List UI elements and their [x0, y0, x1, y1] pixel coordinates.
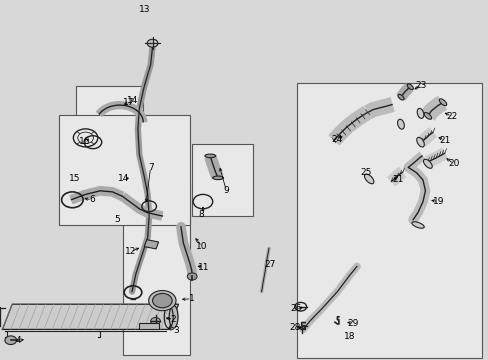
- Bar: [192, 144, 253, 216]
- Circle shape: [5, 336, 17, 345]
- Text: 10: 10: [196, 242, 207, 251]
- Text: 6: 6: [89, 195, 95, 204]
- Circle shape: [148, 291, 176, 311]
- Bar: [123, 182, 190, 355]
- Text: 7: 7: [147, 163, 153, 172]
- Text: 21: 21: [438, 136, 450, 145]
- Bar: [76, 86, 143, 173]
- Text: 25: 25: [359, 168, 371, 177]
- Text: 15: 15: [68, 174, 80, 183]
- Ellipse shape: [397, 119, 404, 129]
- Text: 12: 12: [124, 248, 136, 256]
- Text: 21: 21: [391, 175, 403, 184]
- Text: 16: 16: [79, 137, 90, 146]
- Ellipse shape: [204, 154, 215, 158]
- Ellipse shape: [212, 176, 223, 180]
- Circle shape: [150, 318, 160, 325]
- Ellipse shape: [423, 113, 431, 119]
- Text: 27: 27: [264, 260, 275, 269]
- Circle shape: [152, 293, 172, 308]
- Text: 29: 29: [346, 319, 358, 328]
- Text: 4: 4: [16, 336, 21, 345]
- Text: 23: 23: [415, 81, 427, 90]
- Text: 19: 19: [432, 197, 444, 206]
- Ellipse shape: [438, 99, 446, 105]
- Bar: [144, 240, 158, 249]
- Bar: [296, 83, 481, 358]
- Text: 18: 18: [344, 332, 355, 341]
- Text: 28: 28: [289, 323, 301, 332]
- Text: 3: 3: [173, 325, 179, 335]
- Text: 8: 8: [198, 210, 204, 219]
- Text: 5: 5: [114, 215, 120, 224]
- Text: 14: 14: [127, 96, 139, 105]
- Ellipse shape: [411, 222, 424, 228]
- Circle shape: [187, 273, 197, 280]
- Ellipse shape: [407, 84, 412, 90]
- Text: 11: 11: [198, 263, 209, 272]
- Text: 9: 9: [223, 186, 229, 195]
- Ellipse shape: [423, 159, 431, 168]
- Text: 14: 14: [118, 174, 129, 183]
- Polygon shape: [2, 304, 178, 329]
- Ellipse shape: [364, 174, 373, 184]
- Bar: [59, 115, 189, 225]
- Text: 2: 2: [170, 315, 176, 324]
- Text: 17: 17: [122, 98, 134, 107]
- Text: 26: 26: [289, 305, 301, 313]
- Ellipse shape: [169, 305, 178, 328]
- Circle shape: [147, 39, 158, 47]
- Ellipse shape: [416, 138, 424, 147]
- Text: 24: 24: [331, 135, 343, 144]
- Text: 20: 20: [447, 159, 459, 168]
- Text: 13: 13: [138, 5, 150, 14]
- Ellipse shape: [416, 108, 423, 118]
- Text: 22: 22: [445, 112, 457, 121]
- Bar: [139, 323, 159, 329]
- Text: 1: 1: [188, 294, 194, 303]
- Ellipse shape: [397, 94, 403, 100]
